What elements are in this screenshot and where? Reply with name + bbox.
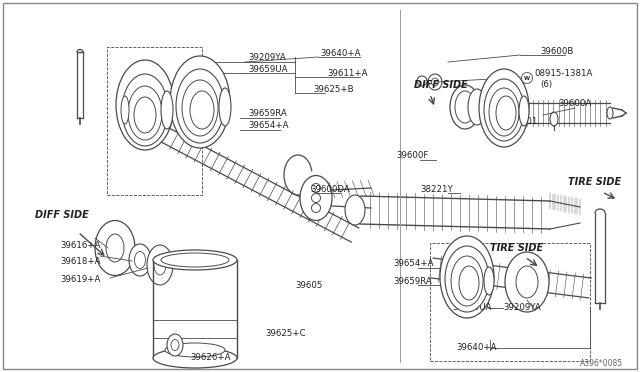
Text: 39625+C: 39625+C [265,328,306,337]
Text: DIFF SIDE: DIFF SIDE [414,80,468,90]
Ellipse shape [505,252,549,312]
Text: 39600B: 39600B [540,46,573,55]
Text: 39659UA: 39659UA [452,304,492,312]
Ellipse shape [153,250,237,270]
Ellipse shape [312,203,321,212]
Text: 39209YA: 39209YA [248,54,285,62]
Ellipse shape [176,69,224,143]
Ellipse shape [445,246,489,312]
Text: 39616+A: 39616+A [60,241,100,250]
Ellipse shape [489,88,519,136]
Ellipse shape [428,74,442,90]
Text: 39601: 39601 [510,118,538,126]
Ellipse shape [300,176,332,221]
Ellipse shape [516,266,538,298]
Ellipse shape [154,255,166,275]
Text: 08915-1381A: 08915-1381A [534,70,593,78]
Text: 39619+A: 39619+A [60,276,100,285]
Ellipse shape [312,193,321,202]
Ellipse shape [312,183,321,192]
Text: 39600A: 39600A [558,99,591,109]
Ellipse shape [171,340,179,350]
Ellipse shape [116,60,174,150]
Ellipse shape [479,69,529,147]
Ellipse shape [161,91,173,129]
Ellipse shape [550,112,558,126]
Text: 39605: 39605 [295,280,323,289]
Ellipse shape [106,234,124,262]
Text: 39209YA: 39209YA [503,304,541,312]
Circle shape [522,73,532,83]
Ellipse shape [165,343,225,357]
Ellipse shape [134,251,145,269]
Ellipse shape [122,74,168,146]
Ellipse shape [484,267,494,295]
Ellipse shape [95,221,135,276]
Ellipse shape [167,334,183,356]
Text: 39640+A: 39640+A [320,48,360,58]
Ellipse shape [128,86,162,140]
Text: 38221Y: 38221Y [420,185,452,193]
Text: 39618+A: 39618+A [60,257,100,266]
Ellipse shape [440,236,494,318]
Text: 39654+A: 39654+A [248,122,289,131]
Ellipse shape [455,91,475,123]
Ellipse shape [417,76,427,86]
Ellipse shape [134,97,156,133]
Ellipse shape [519,96,529,126]
Bar [107,47,202,195]
Ellipse shape [496,96,516,130]
Ellipse shape [345,195,365,225]
Ellipse shape [219,88,231,126]
Ellipse shape [484,79,524,141]
Ellipse shape [607,107,613,119]
Ellipse shape [182,80,218,136]
Ellipse shape [129,244,151,276]
Text: 39659RA: 39659RA [393,276,432,285]
Ellipse shape [431,78,438,86]
Text: 39600F: 39600F [396,151,428,160]
Text: A396*0085: A396*0085 [580,359,623,369]
Ellipse shape [153,348,237,368]
Ellipse shape [451,256,483,306]
Ellipse shape [459,266,479,300]
Text: 39654+A: 39654+A [393,260,433,269]
Text: 39625+B: 39625+B [313,84,354,93]
Ellipse shape [190,91,214,129]
Text: W: W [524,76,530,80]
Text: 39600DA: 39600DA [310,185,349,193]
Ellipse shape [170,56,230,148]
Text: DIFF SIDE: DIFF SIDE [35,210,89,220]
Text: 39659RA: 39659RA [248,109,287,119]
Ellipse shape [147,245,173,285]
Text: 39626+A: 39626+A [190,353,230,362]
Text: (6): (6) [540,80,552,89]
Text: 39640+A: 39640+A [456,343,497,353]
Ellipse shape [450,85,480,129]
Ellipse shape [468,89,486,125]
Text: 39611+A: 39611+A [327,68,367,77]
Ellipse shape [121,96,129,124]
Bar [430,243,590,361]
Text: TIRE SIDE: TIRE SIDE [490,243,543,253]
Ellipse shape [161,253,229,267]
Text: TIRE SIDE: TIRE SIDE [568,177,621,187]
Text: 39659UA: 39659UA [248,64,287,74]
